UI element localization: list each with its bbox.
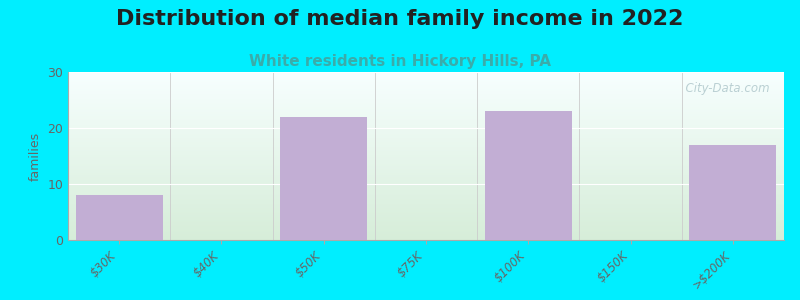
Bar bbox=[76, 195, 162, 240]
Bar bbox=[280, 117, 367, 240]
Text: Distribution of median family income in 2022: Distribution of median family income in … bbox=[116, 9, 684, 29]
Bar bbox=[485, 111, 572, 240]
Bar bbox=[690, 145, 776, 240]
Y-axis label: families: families bbox=[29, 131, 42, 181]
Text: White residents in Hickory Hills, PA: White residents in Hickory Hills, PA bbox=[249, 54, 551, 69]
Text: City-Data.com: City-Data.com bbox=[678, 82, 770, 95]
